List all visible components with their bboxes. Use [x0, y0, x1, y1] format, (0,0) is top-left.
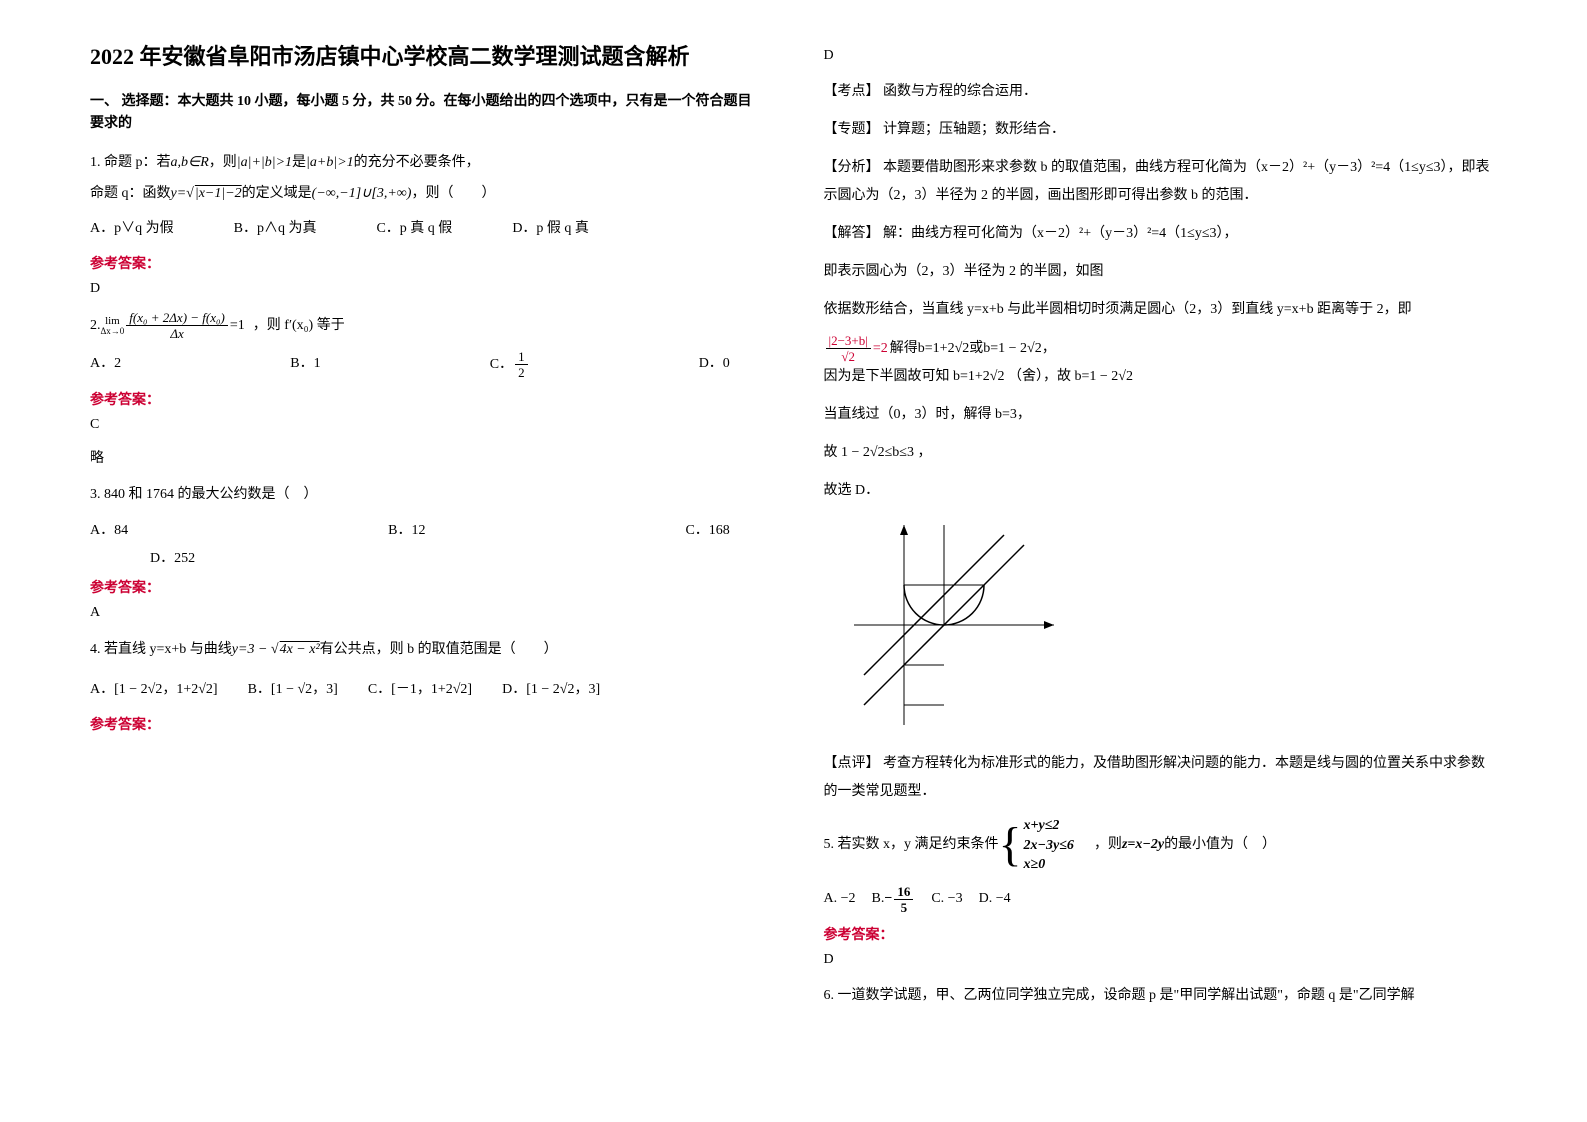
section-header: 一、 选择题：本大题共 10 小题，每小题 5 分，共 50 分。在每小题给出的…	[90, 91, 764, 136]
dianping-text: 考查方程转化为标准形式的能力，及借助图形解决问题的能力．本题是线与圆的位置关系中…	[824, 756, 1486, 799]
b-val1: b=1+2√2	[953, 369, 1004, 384]
q5-optD: D. −4	[979, 885, 1011, 913]
answer-label: 参考答案：	[824, 924, 1498, 944]
q4-optA: A．[1 − 2√2，1+2√2]	[90, 676, 218, 704]
q1-answer: D	[90, 281, 764, 297]
question-6: 6. 一道数学试题，甲、乙两位同学独立完成，设命题 p 是"甲同学解出试题"，命…	[824, 982, 1498, 1010]
semicircle-graph	[844, 515, 1498, 740]
q3-optA: A．84	[90, 519, 128, 539]
q2-optC: C． 1 2	[490, 350, 530, 379]
q2-optB: B．1	[290, 350, 320, 379]
q4-curve: y=3 − 4x − x²	[232, 635, 320, 666]
q1-func: y=|x−1|−2	[171, 179, 242, 210]
dianping-label: 【点评】	[824, 756, 880, 771]
q4-optB: B．[1 − √2，3]	[248, 676, 338, 704]
q1-expr: a,b∈R	[171, 148, 209, 179]
jieda-8: 故选 D．	[824, 477, 1498, 505]
q2-optD: D．0	[699, 350, 730, 379]
distance-fraction: |2−3+b| √2	[826, 334, 871, 363]
answer-label: 参考答案：	[90, 577, 764, 597]
q1-domain: (−∞,−1]∪[3,+∞)	[312, 179, 412, 210]
q5-optA: A. −2	[824, 885, 856, 913]
b-val2: b=1 − 2√2	[1074, 369, 1132, 384]
q1-expr3: |a+b|>1	[306, 148, 354, 179]
right-column: D 【考点】 函数与方程的综合运用． 【专题】 计算题；压轴题；数形结合． 【分…	[794, 40, 1528, 1082]
question-2: 2. lim Δx→0 f(x₀ + 2Δx) − f(x₀) Δx =1 ，则…	[90, 311, 764, 379]
q5-optB: B. − 16 5	[872, 885, 916, 914]
question-3: 3. 840 和 1764 的最大公约数是（ ）	[90, 481, 764, 509]
fenxi-label: 【分析】	[824, 160, 880, 175]
q1-optC: C．p 真 q 假	[376, 215, 452, 243]
q1-optA: A．p∨q 为假	[90, 215, 174, 243]
b-range: 1 − 2√2≤b≤3	[841, 445, 914, 460]
jieda-6: 当直线过（0，3）时，解得 b=3，	[824, 401, 1498, 429]
q5-objective: z=x−2y	[1122, 831, 1164, 859]
jieda-3: 依据数形结合，当直线 y=x+b 与此半圆相切时须满足圆心（2，3）到直线 y=…	[824, 296, 1498, 324]
q2-omit: 略	[90, 447, 764, 467]
jieda-label: 【解答】	[824, 226, 880, 241]
q4-answer: D	[824, 48, 1498, 64]
left-column: 2022 年安徽省阜阳市汤店镇中心学校高二数学理测试题含解析 一、 选择题：本大…	[60, 40, 794, 1082]
q2-optA: A．2	[90, 350, 121, 379]
q2-answer: C	[90, 417, 764, 433]
lim-sub: Δx→0	[101, 327, 125, 336]
jieda-1: 解：曲线方程可化简为（x－2）²+（y－3）²=4（1≤y≤3），	[883, 226, 1238, 241]
q3-optB: B．12	[388, 519, 425, 539]
limit-fraction: f(x₀ + 2Δx) − f(x₀) Δx	[126, 311, 228, 340]
q3-answer: A	[90, 605, 764, 621]
q1-expr2: |a|+|b|>1	[237, 148, 292, 179]
question-4: 4. 若直线 y=x+b 与曲线 y=3 − 4x − x² 有公共点，则 b …	[90, 635, 764, 704]
q4-optD: D．[1 − 2√2，3]	[502, 676, 600, 704]
jieda-2: 即表示圆心为（2，3）半径为 2 的半圆，如图	[824, 258, 1498, 286]
question-5: 5. 若实数 x，y 满足约束条件 { x+y≤2 2x−3y≤6 x≥0 ，则…	[824, 816, 1498, 914]
answer-label: 参考答案：	[90, 714, 764, 734]
zhuanti-label: 【专题】	[824, 122, 880, 137]
q1-text: 1. 命题 p：若	[90, 148, 171, 179]
q1-optB: B．p∧q 为真	[234, 215, 317, 243]
zhuanti-text: 计算题；压轴题；数形结合．	[883, 122, 1065, 137]
main-title: 2022 年安徽省阜阳市汤店镇中心学校高二数学理测试题含解析	[90, 40, 764, 73]
fenxi-text: 本题要借助图形来求参数 b 的取值范围，曲线方程可化简为（x－2）²+（y－3）…	[824, 160, 1490, 203]
constraint-system: { x+y≤2 2x−3y≤6 x≥0	[999, 816, 1074, 875]
answer-label: 参考答案：	[90, 389, 764, 409]
kaodian-text: 函数与方程的综合运用．	[883, 84, 1037, 99]
q5-optC: C. −3	[931, 885, 962, 913]
q4-optC: C．[－1，1+2√2]	[368, 676, 472, 704]
q3-optD: D．252	[150, 547, 764, 567]
kaodian-label: 【考点】	[824, 84, 880, 99]
q3-optC: C．168	[685, 519, 729, 539]
q1-optD: D．p 假 q 真	[512, 215, 589, 243]
answer-label: 参考答案：	[90, 253, 764, 273]
q5-answer: D	[824, 952, 1498, 968]
question-1: 1. 命题 p：若 a,b∈R ，则 |a|+|b|>1 是 |a+b|>1 的…	[90, 148, 764, 244]
